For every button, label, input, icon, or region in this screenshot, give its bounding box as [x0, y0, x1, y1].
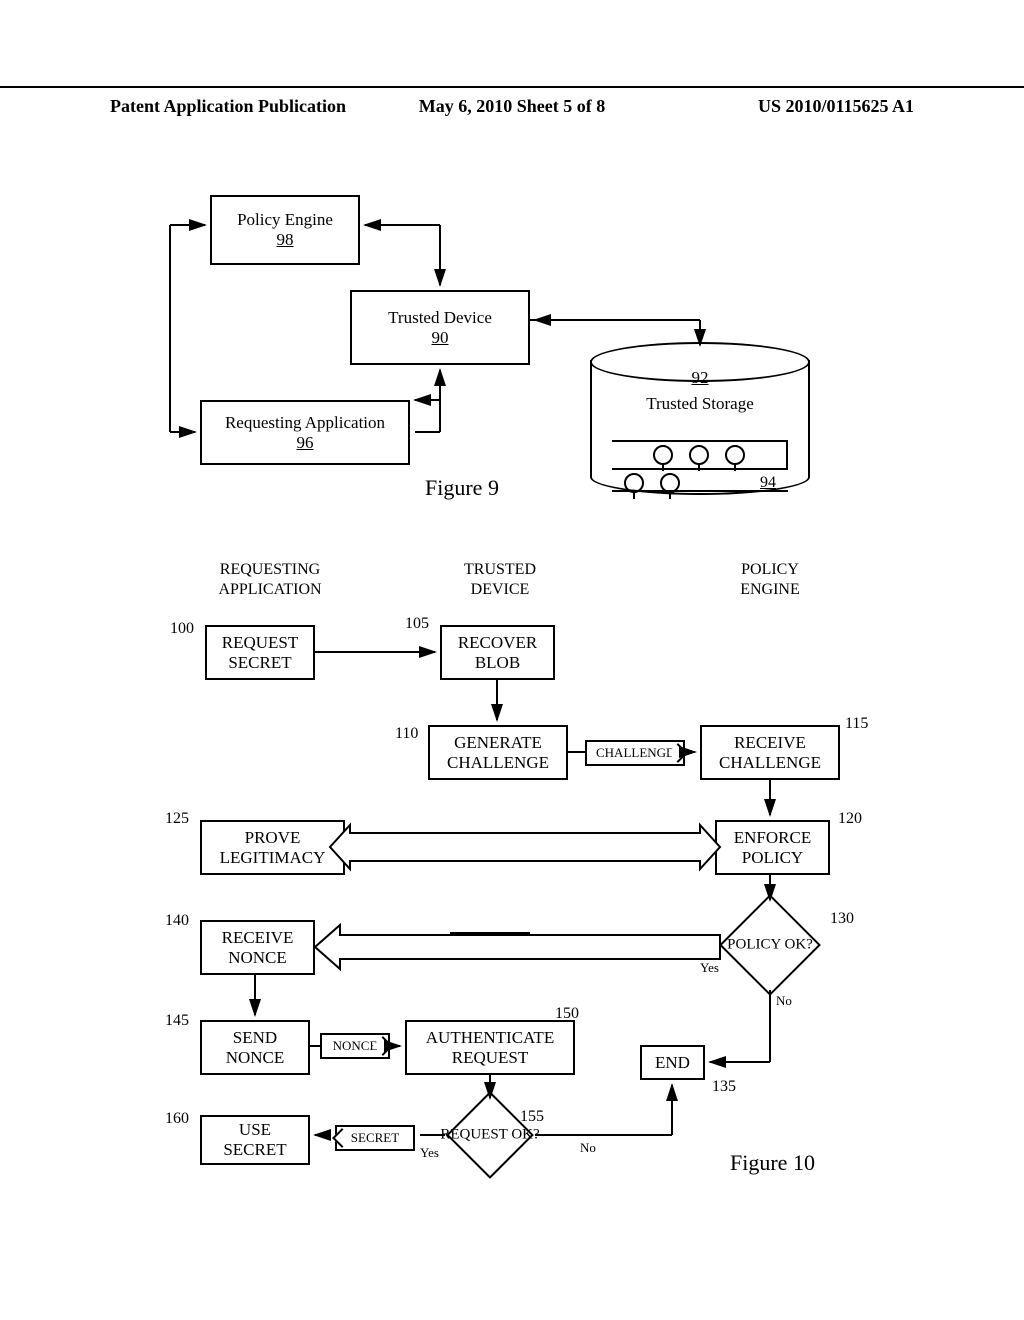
label-yes-130: Yes	[700, 960, 719, 976]
label-no-130: No	[776, 993, 792, 1009]
label-yes-155: Yes	[420, 1145, 439, 1161]
label-no-155: No	[580, 1140, 596, 1156]
page: Patent Application Publication May 6, 20…	[0, 0, 1024, 1320]
fig10-arrows	[0, 0, 1024, 1320]
